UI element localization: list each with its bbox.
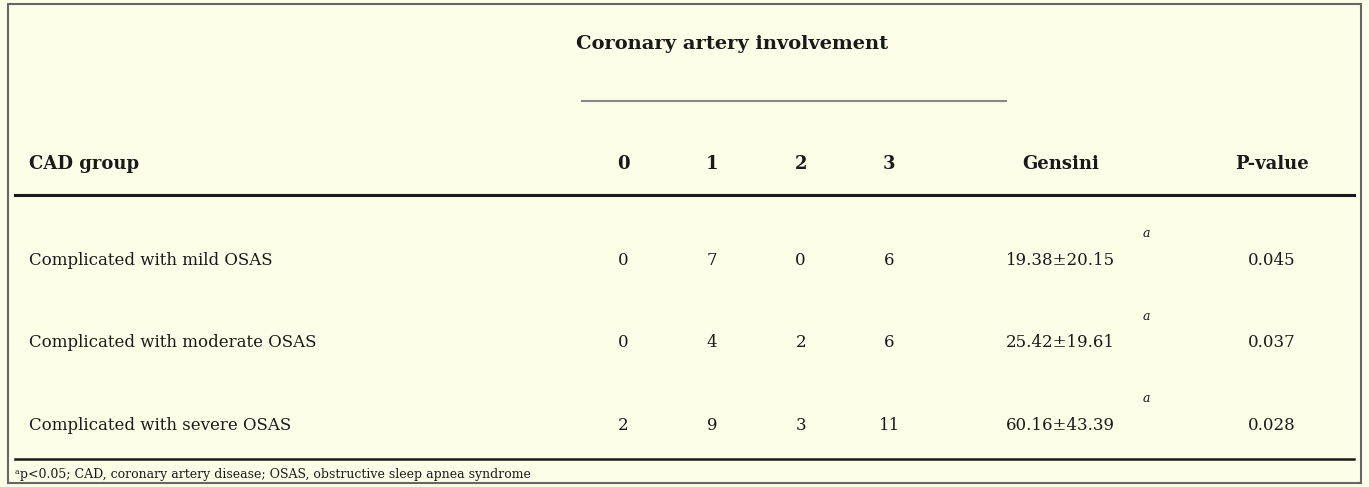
Text: 6: 6 [884,252,895,269]
Text: 0.028: 0.028 [1249,416,1296,433]
Text: 0.045: 0.045 [1249,252,1296,269]
Text: Gensini: Gensini [1021,154,1099,172]
Text: 25.42±19.61: 25.42±19.61 [1006,334,1114,351]
Text: a: a [1143,392,1150,405]
Text: Coronary artery involvement: Coronary artery involvement [576,35,888,53]
Text: 19.38±20.15: 19.38±20.15 [1006,252,1114,269]
Text: 7: 7 [706,252,717,269]
Text: 4: 4 [706,334,717,351]
Text: CAD group: CAD group [29,154,138,172]
Text: 11: 11 [879,416,899,433]
Text: 60.16±43.39: 60.16±43.39 [1006,416,1114,433]
Text: Complicated with mild OSAS: Complicated with mild OSAS [29,252,272,269]
Text: 2: 2 [795,334,806,351]
Text: 0: 0 [617,334,628,351]
Text: ᵃp<0.05; CAD, coronary artery disease; OSAS, obstructive sleep apnea syndrome: ᵃp<0.05; CAD, coronary artery disease; O… [15,468,531,481]
Text: P-value: P-value [1235,154,1309,172]
Text: 3: 3 [883,154,895,172]
Text: 6: 6 [884,334,895,351]
Text: a: a [1143,227,1150,240]
Text: 9: 9 [706,416,717,433]
Text: 0.037: 0.037 [1249,334,1296,351]
Text: Complicated with severe OSAS: Complicated with severe OSAS [29,416,292,433]
Text: Complicated with moderate OSAS: Complicated with moderate OSAS [29,334,316,351]
Text: 3: 3 [795,416,806,433]
Text: 2: 2 [794,154,806,172]
Text: 1: 1 [705,154,719,172]
Text: a: a [1143,310,1150,322]
Text: 2: 2 [617,416,628,433]
Text: 0: 0 [617,252,628,269]
Text: 0: 0 [616,154,630,172]
Text: 0: 0 [795,252,806,269]
